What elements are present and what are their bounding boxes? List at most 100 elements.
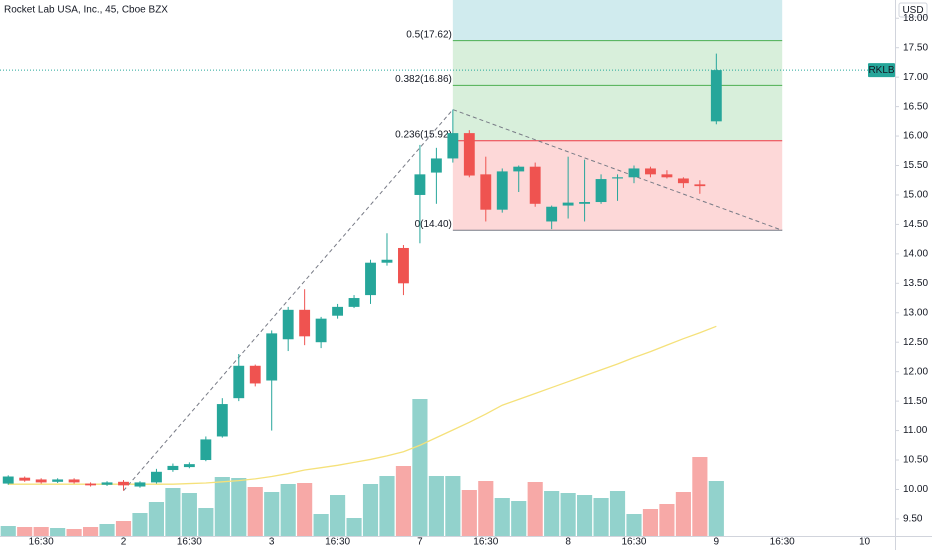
volume-bar — [132, 513, 148, 536]
y-tick-label: 17.50 — [903, 42, 928, 53]
candle-body — [200, 439, 212, 461]
volume-bar — [115, 521, 132, 536]
y-tick-label: 13.50 — [903, 278, 928, 289]
fib-label: 0.236(15.92) — [395, 129, 452, 140]
candle-body — [2, 476, 14, 484]
y-tick-label: 11.50 — [903, 396, 928, 407]
volume-bar — [395, 466, 412, 536]
candle-body — [694, 184, 706, 187]
volume-bar — [659, 504, 675, 536]
candle-body — [365, 262, 376, 296]
y-tick-label: 12.50 — [903, 337, 928, 348]
candle-body — [167, 465, 179, 471]
candle-body — [480, 174, 492, 210]
volume-bar — [626, 514, 642, 536]
volume-bar — [494, 498, 510, 536]
candle-body — [496, 171, 508, 210]
volume-bar — [379, 476, 395, 536]
volume-bar — [99, 524, 115, 536]
fib-label: 0.382(16.86) — [395, 74, 452, 85]
candle-body — [645, 168, 656, 175]
volume-bar — [461, 490, 477, 536]
candle-body — [595, 179, 607, 203]
volume-bar — [577, 495, 593, 536]
y-tick-label: 15.50 — [903, 160, 928, 171]
candle-body — [430, 158, 442, 173]
candle-body — [677, 178, 689, 184]
y-tick-label: 17.00 — [903, 72, 928, 83]
x-tick-label: 16:30 — [770, 537, 795, 548]
volume-bar — [560, 493, 576, 536]
volume-bar — [0, 526, 16, 536]
candle-body — [579, 202, 591, 204]
fib-label: 0(14.40) — [415, 219, 452, 230]
volume-bar — [50, 528, 66, 536]
volume-bar — [297, 483, 313, 536]
candle-body — [266, 333, 278, 381]
candle-body — [529, 166, 541, 204]
candle-body — [710, 70, 722, 122]
x-tick-label: 16:30 — [325, 537, 350, 548]
volume-bar — [231, 478, 247, 536]
candle-body — [414, 174, 426, 195]
y-tick-label: 11.00 — [903, 425, 928, 436]
candle-body — [134, 482, 146, 487]
chart-title: Rocket Lab USA, Inc., 45, Cboe BZX — [4, 5, 168, 16]
candle-body — [118, 481, 129, 486]
candle-body — [546, 206, 558, 222]
volume-bar — [511, 501, 527, 536]
volume-bar — [692, 457, 708, 536]
candle-body — [249, 365, 261, 384]
candle-body — [216, 404, 228, 437]
x-tick-label: 2 — [121, 537, 127, 548]
fib-label: 0.5(17.62) — [406, 29, 452, 40]
volume-bar — [362, 484, 379, 536]
volume-bar — [675, 492, 691, 536]
trend-line — [123, 108, 783, 491]
y-tick-label: 12.00 — [903, 366, 928, 377]
candle-body — [35, 479, 47, 483]
x-tick-label: 8 — [565, 537, 571, 548]
candle-body — [233, 365, 245, 399]
volume-bar — [708, 481, 724, 536]
volume-bar — [82, 527, 99, 536]
candle-body — [282, 309, 294, 340]
candle-body — [612, 177, 623, 179]
x-tick-label: 16:30 — [621, 537, 646, 548]
x-tick-label: 16:30 — [177, 537, 202, 548]
y-tick-label: 14.50 — [903, 219, 928, 230]
volume-bar — [593, 498, 609, 536]
symbol-tag — [868, 63, 895, 78]
volume-bar — [247, 487, 263, 536]
volume-bar — [527, 482, 543, 536]
x-tick-label: 3 — [269, 537, 275, 548]
volume-bar — [330, 495, 346, 536]
volume-bar — [198, 508, 214, 536]
volume-bar — [181, 493, 197, 536]
candle-body — [463, 133, 475, 176]
volume-bar — [148, 502, 165, 536]
volume-bar — [642, 509, 659, 536]
candle-body — [52, 479, 64, 482]
y-tick-label: 10.00 — [903, 484, 928, 495]
symbol-label: RKLB — [868, 65, 894, 76]
volume-bar — [313, 514, 329, 536]
volume-bar — [214, 477, 230, 536]
volume-bar — [264, 492, 280, 536]
volume-bar — [428, 476, 444, 536]
currency-box — [898, 2, 928, 18]
candle-body — [101, 482, 113, 485]
candle-body — [183, 464, 195, 468]
fib-zone — [452, 40, 783, 86]
y-tick-label: 16.00 — [903, 131, 928, 142]
candle-body — [68, 479, 80, 483]
y-tick-label: 10.50 — [903, 455, 928, 466]
y-tick-label: 14.00 — [903, 249, 928, 260]
plot-area: 0(14.40) 0.236(15.92) 0.382(16.86) 0.5(17.6… — [0, 0, 895, 536]
volume-bar — [609, 491, 626, 536]
volume-bar — [544, 491, 560, 536]
candle-body — [85, 483, 97, 486]
volume-bar — [412, 399, 428, 536]
x-tick-label: 7 — [417, 537, 423, 548]
y-tick-label: 9.50 — [903, 514, 923, 525]
